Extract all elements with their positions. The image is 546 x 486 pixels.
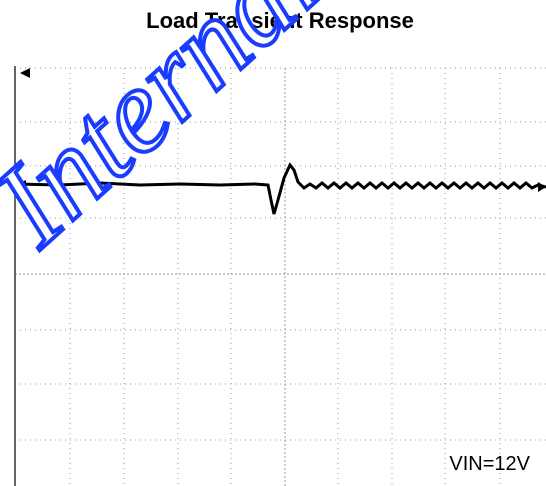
annotation: VIN=12V [449,453,530,475]
marker [20,68,30,78]
scope-screenshot: Load Transient Response VIN=12V Internal [0,0,546,486]
watermark: Internal [0,0,345,270]
